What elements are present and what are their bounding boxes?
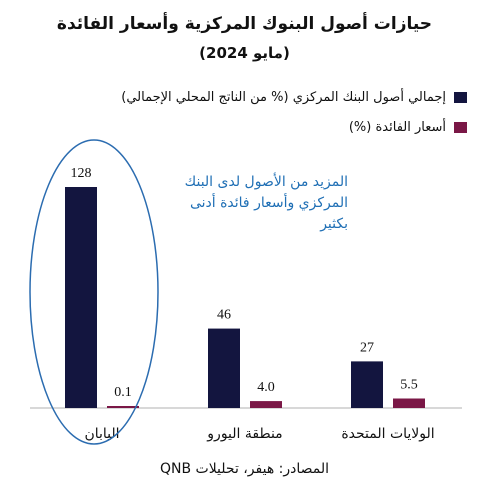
- bar: [393, 398, 425, 408]
- legend-swatch-rates: [454, 122, 467, 133]
- data-label: 4.0: [257, 380, 275, 395]
- legend-swatch-assets: [454, 92, 467, 103]
- annotation-text: بكثير: [319, 216, 348, 232]
- legend-item-rates: أسعار الفائدة (%): [349, 120, 467, 135]
- data-label: 46: [217, 308, 231, 323]
- bar: [208, 328, 240, 408]
- legend-label-assets: إجمالي أصول البنك المركزي (% من الناتج ا…: [121, 90, 446, 105]
- highlight-ellipse: [29, 139, 159, 445]
- legend-label-rates: أسعار الفائدة (%): [348, 120, 446, 135]
- bar: [107, 406, 139, 408]
- data-label: 27: [360, 340, 374, 355]
- legend-item-assets: إجمالي أصول البنك المركزي (% من الناتج ا…: [121, 90, 467, 105]
- data-label: 0.1: [114, 385, 132, 400]
- x-tick-label: الولايات المتحدة: [341, 426, 434, 442]
- source-note: المصادر: هيفر، تحليلات QNB: [159, 461, 330, 477]
- bar: [351, 361, 383, 408]
- data-label: 128: [71, 166, 92, 181]
- chart-title: حيازات أصول البنوك المركزية وأسعار الفائ…: [56, 14, 433, 34]
- bar: [250, 401, 282, 408]
- bar: [65, 187, 97, 408]
- data-label: 5.5: [400, 378, 418, 393]
- x-tick-label: اليابان: [84, 426, 119, 442]
- chart-subtitle: (مايو 2024): [199, 44, 290, 62]
- x-tick-label: منطقة اليورو: [206, 426, 282, 442]
- annotation-text: المركزي وأسعار فائدة أدنى: [190, 193, 348, 211]
- annotation-text: المزيد من الأصول لدى البنك: [185, 172, 348, 190]
